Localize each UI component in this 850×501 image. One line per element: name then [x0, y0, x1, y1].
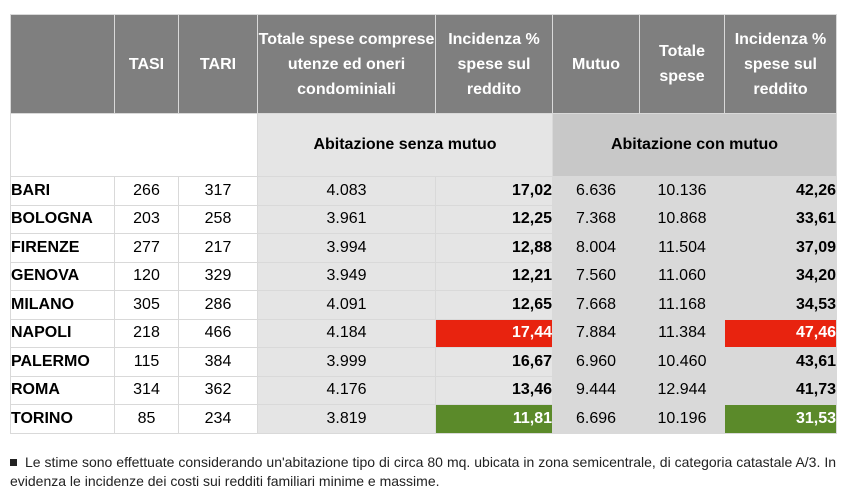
header-tasi: TASI — [114, 14, 179, 114]
cost-table: TASI TARI Totale spese comprese utenze e… — [10, 14, 837, 434]
tasi-cell: 314 — [114, 375, 179, 405]
totale-spese-cell: 10.460 — [639, 347, 725, 377]
incidenza-senza-mutuo-cell: 16,67 — [435, 347, 553, 377]
incidenza-senza-mutuo-cell: 12,21 — [435, 261, 553, 291]
tasi-cell: 218 — [114, 318, 179, 348]
incidenza-con-mutuo-cell: 41,73 — [724, 375, 837, 405]
totale-cell: 3.999 — [257, 347, 436, 377]
table-row: MILANO 305 286 4.091 12,65 7.668 11.168 34,53 — [10, 290, 837, 320]
group-senza-mutuo: Abitazione senza mutuo — [257, 113, 553, 177]
mutuo-cell: 8.004 — [552, 233, 640, 263]
incidenza-con-mutuo-cell: 47,46 — [724, 318, 837, 348]
city: FIRENZE — [10, 233, 115, 263]
mutuo-cell: 7.368 — [552, 204, 640, 234]
tari-cell: 466 — [178, 318, 258, 348]
tari-cell: 362 — [178, 375, 258, 405]
table-row: ROMA 314 362 4.176 13,46 9.444 12.944 41,73 — [10, 375, 837, 405]
mutuo-cell: 6.696 — [552, 404, 640, 434]
header-tari: TARI — [178, 14, 258, 114]
table-row: BOLOGNA 203 258 3.961 12,25 7.368 10.868 33,61 — [10, 204, 837, 234]
city: ROMA — [10, 375, 115, 405]
header-incidenza-con-mutuo: Incidenza % spese sul reddito — [724, 14, 837, 114]
tari-cell: 234 — [178, 404, 258, 434]
header-blank — [10, 14, 115, 114]
bullet-square-icon — [10, 459, 17, 466]
totale-cell: 4.176 — [257, 375, 436, 405]
incidenza-senza-mutuo-cell: 13,46 — [435, 375, 553, 405]
header-mutuo: Mutuo — [552, 14, 640, 114]
group-row: Abitazione senza mutuo Abitazione con mu… — [10, 113, 837, 177]
incidenza-senza-mutuo-cell: 12,88 — [435, 233, 553, 263]
tasi-cell: 266 — [114, 176, 179, 206]
tasi-cell: 203 — [114, 204, 179, 234]
totale-cell: 4.083 — [257, 176, 436, 206]
tasi-cell: 305 — [114, 290, 179, 320]
incidenza-con-mutuo-cell: 37,09 — [724, 233, 837, 263]
incidenza-senza-mutuo-cell: 11,81 — [435, 404, 553, 434]
tari-cell: 286 — [178, 290, 258, 320]
totale-spese-cell: 10.868 — [639, 204, 725, 234]
mutuo-cell: 9.444 — [552, 375, 640, 405]
tasi-cell: 120 — [114, 261, 179, 291]
incidenza-con-mutuo-cell: 42,26 — [724, 176, 837, 206]
header-row: TASI TARI Totale spese comprese utenze e… — [10, 14, 837, 114]
incidenza-con-mutuo-cell: 33,61 — [724, 204, 837, 234]
totale-spese-cell: 11.504 — [639, 233, 725, 263]
table-row: TORINO 85 234 3.819 11,81 6.696 10.196 31,53 — [10, 404, 837, 434]
tasi-cell: 85 — [114, 404, 179, 434]
mutuo-cell: 7.884 — [552, 318, 640, 348]
totale-spese-cell: 11.168 — [639, 290, 725, 320]
city: BOLOGNA — [10, 204, 115, 234]
group-con-mutuo: Abitazione con mutuo — [552, 113, 837, 177]
incidenza-senza-mutuo-cell: 17,02 — [435, 176, 553, 206]
totale-cell: 3.994 — [257, 233, 436, 263]
tari-cell: 384 — [178, 347, 258, 377]
table-row: PALERMO 115 384 3.999 16,67 6.960 10.460 43,61 — [10, 347, 837, 377]
incidenza-senza-mutuo-cell: 12,25 — [435, 204, 553, 234]
city: BARI — [10, 176, 115, 206]
city: PALERMO — [10, 347, 115, 377]
totale-cell: 4.091 — [257, 290, 436, 320]
totale-cell: 4.184 — [257, 318, 436, 348]
tasi-cell: 115 — [114, 347, 179, 377]
city: NAPOLI — [10, 318, 115, 348]
table-body: BARI 266 317 4.083 17,02 6.636 10.136 42,26 BOLO… — [10, 176, 837, 434]
footnote: Le stime sono effettuate considerando un… — [10, 453, 836, 491]
table-row: GENOVA 120 329 3.949 12,21 7.560 11.060 34,20 — [10, 261, 837, 291]
totale-cell: 3.819 — [257, 404, 436, 434]
totale-spese-cell: 10.196 — [639, 404, 725, 434]
group-empty — [10, 113, 258, 177]
incidenza-senza-mutuo-cell: 12,65 — [435, 290, 553, 320]
totale-cell: 3.949 — [257, 261, 436, 291]
incidenza-con-mutuo-cell: 31,53 — [724, 404, 837, 434]
totale-spese-cell: 10.136 — [639, 176, 725, 206]
header-totale-spese-utenze: Totale spese comprese utenze ed oneri co… — [257, 14, 436, 114]
table-row: NAPOLI 218 466 4.184 17,44 7.884 11.384 47,46 — [10, 318, 837, 348]
mutuo-cell: 7.560 — [552, 261, 640, 291]
city: MILANO — [10, 290, 115, 320]
totale-cell: 3.961 — [257, 204, 436, 234]
mutuo-cell: 6.636 — [552, 176, 640, 206]
tasi-cell: 277 — [114, 233, 179, 263]
tari-cell: 258 — [178, 204, 258, 234]
incidenza-con-mutuo-cell: 34,20 — [724, 261, 837, 291]
tari-cell: 329 — [178, 261, 258, 291]
header-totale-spese: Totale spese — [639, 14, 725, 114]
totale-spese-cell: 11.384 — [639, 318, 725, 348]
tari-cell: 317 — [178, 176, 258, 206]
mutuo-cell: 7.668 — [552, 290, 640, 320]
incidenza-senza-mutuo-cell: 17,44 — [435, 318, 553, 348]
city: TORINO — [10, 404, 115, 434]
table-row: FIRENZE 277 217 3.994 12,88 8.004 11.504 37,09 — [10, 233, 837, 263]
incidenza-con-mutuo-cell: 43,61 — [724, 347, 837, 377]
footnote-text: Le stime sono effettuate considerando un… — [10, 454, 836, 489]
header-incidenza-senza-mutuo: Incidenza % spese sul reddito — [435, 14, 553, 114]
mutuo-cell: 6.960 — [552, 347, 640, 377]
incidenza-con-mutuo-cell: 34,53 — [724, 290, 837, 320]
totale-spese-cell: 11.060 — [639, 261, 725, 291]
totale-spese-cell: 12.944 — [639, 375, 725, 405]
city: GENOVA — [10, 261, 115, 291]
tari-cell: 217 — [178, 233, 258, 263]
table-row: BARI 266 317 4.083 17,02 6.636 10.136 42,26 — [10, 176, 837, 206]
